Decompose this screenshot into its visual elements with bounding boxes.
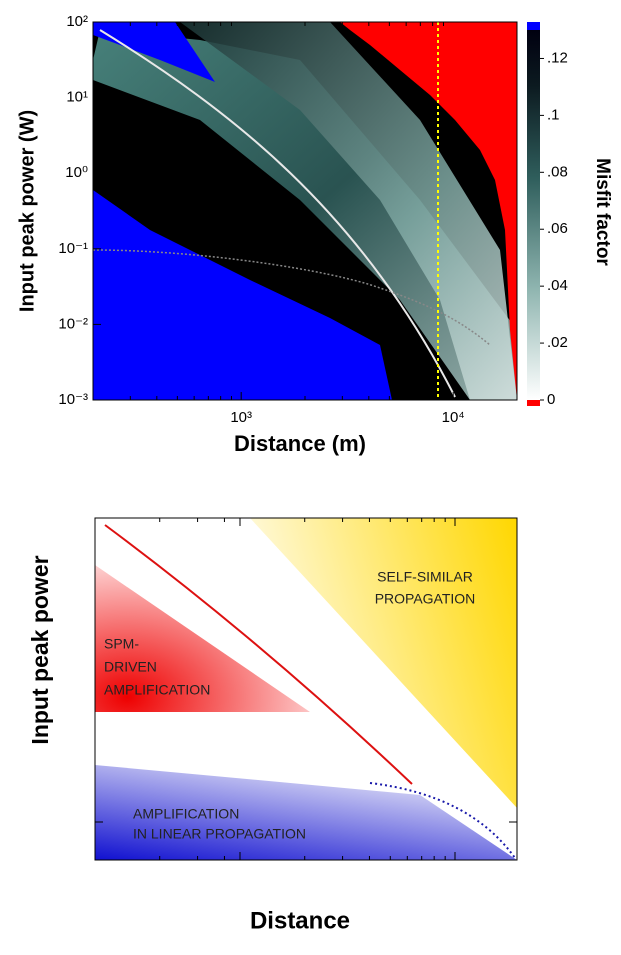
colorbar-tick-label: 0 (547, 391, 555, 408)
red-curve (104, 524, 413, 785)
colorbar-tick-label: .02 (547, 334, 568, 351)
y-axis-label: Input peak power (W) (16, 110, 38, 312)
heatmap-over-region (93, 22, 215, 82)
region-label: AMPLIFICATION (104, 682, 210, 698)
heatmap-under-region (340, 22, 517, 400)
colorbar-tick-label: .12 (547, 49, 568, 66)
colorbar-tick-label: .08 (547, 163, 568, 180)
region-label: IN LINEAR PROPAGATION (133, 826, 306, 842)
region-label: SPM- (104, 636, 139, 652)
colorbar-tick-label: .1 (547, 106, 560, 123)
linear-curve (92, 249, 491, 346)
y-tick-label: 10⁻³ (58, 391, 88, 408)
colorbar-tick-label: .04 (547, 277, 568, 294)
y-tick-label: 10⁰ (65, 164, 88, 181)
heatmap-over-region (93, 190, 392, 400)
colorbar-under (527, 400, 540, 406)
region-label: PROPAGATION (375, 591, 476, 607)
colorbar-tick-label: .06 (547, 220, 568, 237)
x-tick-label: 10³ (230, 409, 252, 426)
y-tick-label: 10⁻² (58, 315, 88, 332)
colorbar-label: Misfit factor (592, 158, 613, 266)
region-fill (95, 565, 310, 712)
region-label: AMPLIFICATION (133, 806, 239, 822)
region-fill (95, 765, 517, 860)
region-label: SELF-SIMILAR (377, 569, 473, 585)
x-axis-label: Distance (250, 907, 350, 934)
blue-curve (369, 782, 516, 859)
heatmap-field (180, 22, 517, 400)
y-axis-label: Input peak power (27, 555, 53, 744)
y-tick-label: 10⁻¹ (58, 240, 88, 257)
x-tick-label: 10⁴ (442, 409, 465, 426)
y-tick-label: 10² (66, 13, 88, 30)
schematic-chart: Distance Input peak power SELF-SIMILAR PR… (27, 517, 518, 934)
x-axis-label: Distance (m) (234, 431, 366, 456)
plot-frame (94, 517, 518, 861)
region-fill (250, 518, 517, 808)
theory-curve (99, 29, 456, 398)
y-tick-label: 10¹ (66, 89, 88, 106)
heatmap-field (93, 30, 517, 400)
region-label: DRIVEN (104, 659, 157, 675)
colorbar (527, 30, 540, 400)
heatmap-chart: Distance (m) Input peak power (W) Misfit… (16, 13, 613, 456)
colorbar-over (527, 22, 540, 30)
